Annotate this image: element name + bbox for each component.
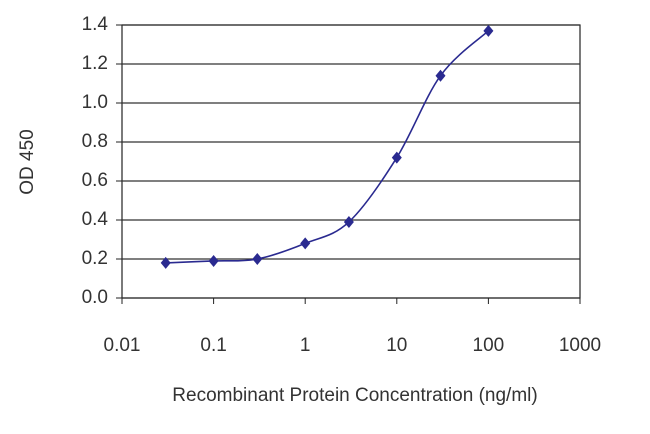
data-point xyxy=(160,256,171,269)
plot-area xyxy=(121,24,581,299)
x-tick-label: 0.1 xyxy=(200,335,226,356)
y-tick-label: 0.6 xyxy=(82,170,108,191)
y-tick-label: 1.2 xyxy=(82,53,108,74)
x-tick-label: 10 xyxy=(386,335,407,356)
x-tick-label: 100 xyxy=(473,335,505,356)
data-point xyxy=(483,24,494,37)
data-point xyxy=(391,151,402,164)
x-axis-label: Recombinant Protein Concentration (ng/ml… xyxy=(172,385,537,406)
data-point xyxy=(435,69,446,82)
data-point xyxy=(208,254,219,267)
y-tick-label: 0.8 xyxy=(82,131,108,152)
data-point xyxy=(300,237,311,250)
y-axis-label: OD 450 xyxy=(17,129,38,194)
y-tick-label: 1.0 xyxy=(82,92,108,113)
y-tick-label: 0.2 xyxy=(82,248,108,269)
x-tick-label: 0.01 xyxy=(104,335,141,356)
data-point xyxy=(252,253,263,265)
y-tick-label: 0.4 xyxy=(82,209,109,230)
curve xyxy=(165,30,489,264)
y-tick-label: 0.0 xyxy=(82,287,108,308)
y-tick-label: 1.4 xyxy=(82,14,109,35)
x-tick-label: 1000 xyxy=(559,335,601,356)
data-point xyxy=(343,215,354,228)
x-tick-label: 1 xyxy=(300,335,311,356)
